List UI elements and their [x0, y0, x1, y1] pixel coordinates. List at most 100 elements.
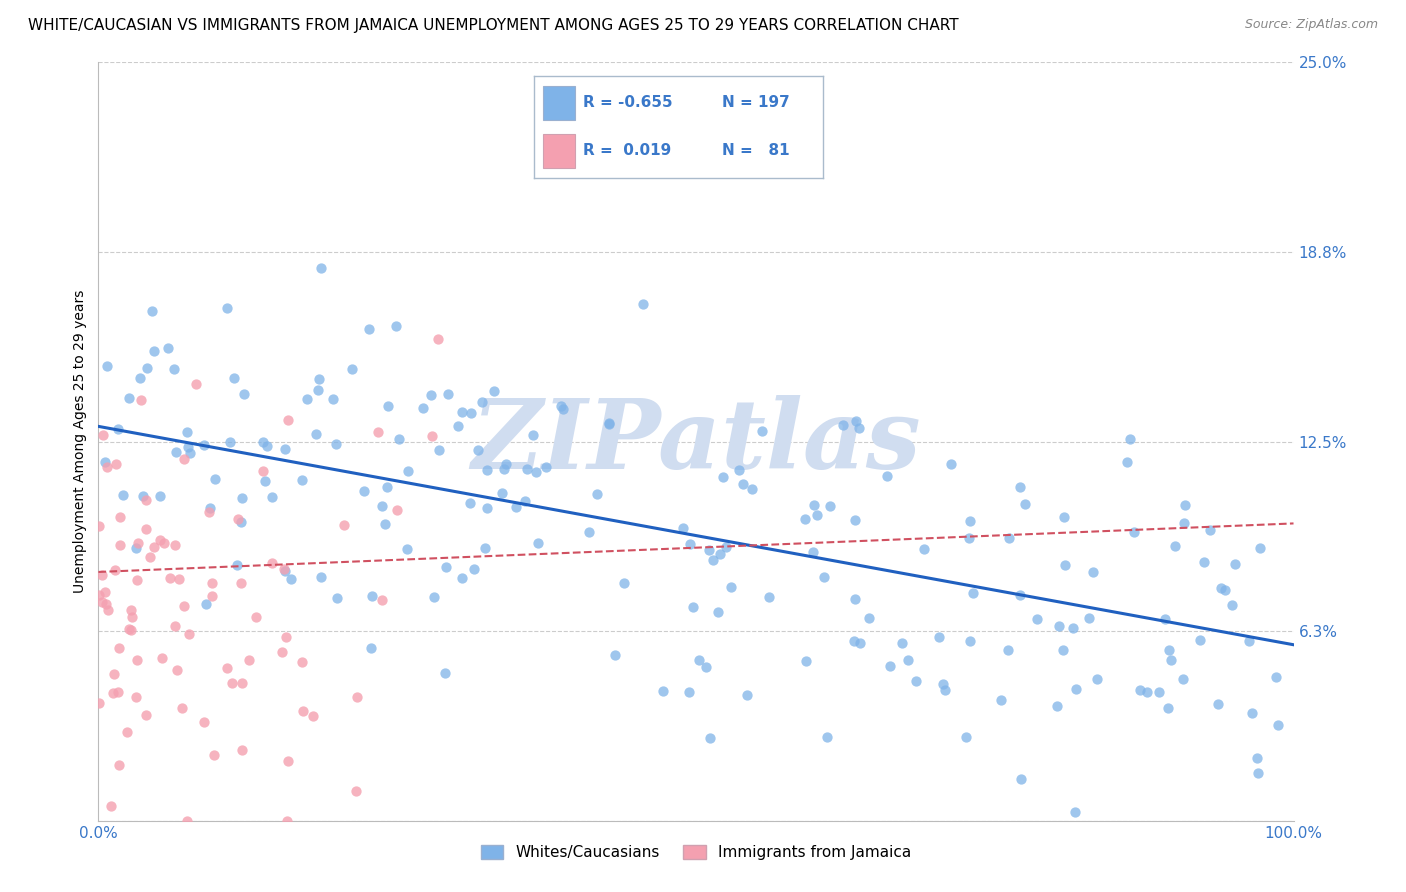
Text: R =  0.019: R = 0.019	[583, 144, 672, 158]
Point	[217, 301, 239, 316]
Point	[534, 460, 557, 475]
Point	[221, 676, 243, 690]
Point	[613, 575, 636, 590]
Point	[254, 474, 277, 488]
Point	[832, 417, 855, 432]
Point	[1122, 525, 1144, 540]
Point	[997, 531, 1019, 545]
Point	[231, 743, 253, 757]
Point	[905, 674, 928, 689]
Point	[90, 595, 112, 609]
Point	[125, 690, 148, 704]
Point	[793, 511, 815, 525]
Point	[396, 464, 419, 478]
Point	[128, 371, 150, 385]
Point	[758, 590, 780, 604]
Point	[709, 547, 731, 561]
Point	[959, 634, 981, 648]
Point	[359, 321, 381, 335]
Point	[1064, 681, 1087, 696]
Point	[360, 641, 382, 656]
Point	[107, 685, 129, 699]
Point	[433, 665, 456, 680]
Point	[720, 580, 742, 594]
Point	[651, 684, 673, 698]
Point	[201, 589, 224, 603]
Point	[295, 392, 318, 407]
Point	[217, 660, 239, 674]
Point	[1246, 751, 1268, 765]
Point	[1010, 480, 1032, 494]
Point	[274, 442, 297, 457]
Point	[1246, 765, 1268, 780]
Point	[890, 636, 912, 650]
Point	[152, 535, 174, 549]
Point	[170, 700, 193, 714]
Point	[103, 667, 125, 681]
Point	[436, 387, 458, 401]
Point	[603, 648, 626, 662]
Point	[115, 724, 138, 739]
Point	[1237, 634, 1260, 648]
Point	[201, 576, 224, 591]
Point	[159, 571, 181, 585]
Point	[135, 707, 157, 722]
Text: N = 197: N = 197	[721, 95, 789, 110]
Point	[751, 424, 773, 438]
Point	[135, 522, 157, 536]
Point	[818, 499, 841, 513]
Point	[463, 562, 485, 576]
Point	[1129, 682, 1152, 697]
Point	[195, 597, 218, 611]
Point	[104, 563, 127, 577]
Point	[273, 561, 295, 575]
Point	[451, 405, 474, 419]
Point	[458, 496, 481, 510]
Point	[845, 414, 868, 428]
Point	[1189, 632, 1212, 647]
Point	[311, 260, 333, 275]
Point	[120, 623, 142, 637]
Point	[94, 585, 117, 599]
Point	[96, 597, 118, 611]
Point	[280, 572, 302, 586]
Point	[1265, 670, 1288, 684]
Point	[360, 589, 382, 603]
FancyBboxPatch shape	[543, 135, 575, 168]
Point	[436, 559, 458, 574]
Point	[176, 440, 198, 454]
Point	[1198, 523, 1220, 537]
Point	[1173, 516, 1195, 531]
Point	[482, 384, 505, 398]
Point	[1213, 583, 1236, 598]
Point	[460, 406, 482, 420]
Point	[260, 490, 283, 504]
Point	[727, 463, 749, 477]
Point	[222, 370, 245, 384]
Point	[176, 425, 198, 440]
Point	[412, 401, 434, 416]
FancyBboxPatch shape	[543, 87, 575, 120]
Point	[1052, 643, 1074, 657]
Point	[166, 663, 188, 677]
Point	[204, 747, 226, 762]
Point	[274, 564, 297, 578]
Point	[1192, 555, 1215, 569]
Point	[129, 392, 152, 407]
Point	[939, 457, 962, 471]
Point	[1064, 805, 1087, 820]
Point	[586, 486, 609, 500]
Point	[912, 542, 935, 557]
Point	[697, 542, 720, 557]
Point	[252, 435, 274, 450]
Point	[176, 814, 198, 828]
Point	[1160, 653, 1182, 667]
Point	[1154, 612, 1177, 626]
Point	[844, 513, 866, 527]
Point	[1119, 432, 1142, 446]
Point	[111, 488, 134, 502]
Point	[245, 609, 267, 624]
Point	[492, 462, 515, 476]
Point	[842, 633, 865, 648]
Point	[193, 438, 215, 452]
